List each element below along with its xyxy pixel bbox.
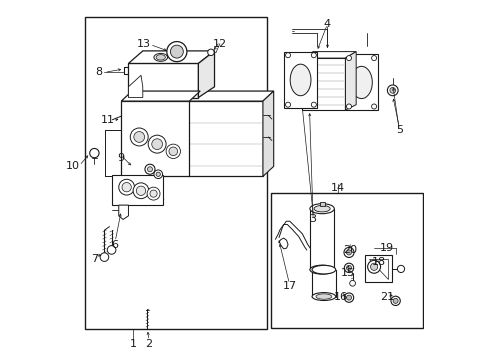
Text: 8: 8: [95, 67, 102, 77]
Polygon shape: [128, 63, 198, 98]
Text: 10: 10: [66, 161, 80, 171]
Circle shape: [122, 183, 131, 192]
Text: 20: 20: [343, 244, 357, 255]
Circle shape: [133, 183, 149, 199]
Polygon shape: [188, 101, 263, 176]
Ellipse shape: [154, 53, 168, 61]
Circle shape: [148, 135, 166, 153]
Circle shape: [166, 144, 180, 158]
Ellipse shape: [156, 55, 166, 60]
Circle shape: [154, 170, 163, 179]
Circle shape: [346, 295, 351, 300]
Ellipse shape: [312, 293, 336, 301]
Circle shape: [391, 296, 400, 306]
Circle shape: [397, 265, 405, 273]
Circle shape: [311, 102, 317, 107]
Text: 9: 9: [118, 153, 125, 163]
Polygon shape: [365, 255, 392, 282]
Text: 18: 18: [371, 257, 386, 267]
Ellipse shape: [314, 206, 330, 212]
Text: 4: 4: [324, 19, 331, 29]
Polygon shape: [285, 51, 317, 108]
Circle shape: [152, 139, 163, 149]
Text: 1: 1: [130, 339, 137, 349]
Circle shape: [371, 55, 377, 60]
Text: 21: 21: [380, 292, 394, 302]
Circle shape: [156, 172, 160, 176]
Text: 17: 17: [282, 281, 296, 291]
Circle shape: [344, 263, 354, 273]
Ellipse shape: [290, 64, 311, 96]
Circle shape: [368, 260, 381, 273]
Text: 6: 6: [112, 240, 119, 250]
Text: 19: 19: [380, 243, 393, 253]
Circle shape: [100, 253, 109, 261]
Text: 14: 14: [331, 183, 345, 193]
Circle shape: [346, 55, 351, 60]
Circle shape: [90, 148, 99, 158]
Circle shape: [350, 280, 355, 286]
Text: 11: 11: [101, 116, 115, 126]
Text: 13: 13: [137, 39, 151, 49]
Circle shape: [145, 164, 155, 174]
Circle shape: [136, 186, 146, 195]
Polygon shape: [122, 101, 190, 176]
Circle shape: [346, 104, 351, 109]
Circle shape: [147, 167, 152, 172]
Circle shape: [119, 179, 135, 195]
Polygon shape: [368, 259, 389, 279]
Circle shape: [208, 49, 214, 55]
Circle shape: [346, 265, 351, 270]
Text: 5: 5: [396, 125, 403, 135]
Circle shape: [130, 128, 148, 146]
Ellipse shape: [310, 265, 334, 274]
Polygon shape: [128, 75, 143, 98]
Polygon shape: [263, 91, 274, 176]
Circle shape: [169, 147, 177, 156]
Circle shape: [134, 132, 145, 142]
Ellipse shape: [312, 265, 336, 274]
Polygon shape: [119, 205, 128, 220]
Circle shape: [371, 104, 377, 109]
Circle shape: [344, 293, 354, 302]
Text: 2: 2: [146, 339, 152, 349]
Circle shape: [167, 41, 187, 62]
Circle shape: [171, 45, 183, 58]
Circle shape: [346, 250, 351, 255]
Text: 3: 3: [310, 215, 317, 224]
Circle shape: [390, 87, 395, 93]
Text: 7: 7: [92, 254, 98, 264]
Circle shape: [388, 85, 398, 96]
Text: 16: 16: [333, 292, 347, 302]
Polygon shape: [128, 51, 215, 63]
Circle shape: [150, 190, 157, 197]
Circle shape: [286, 53, 291, 58]
Circle shape: [286, 102, 291, 107]
Ellipse shape: [316, 294, 332, 299]
Circle shape: [370, 263, 378, 270]
Polygon shape: [345, 54, 378, 110]
Polygon shape: [302, 58, 345, 110]
Circle shape: [344, 247, 354, 257]
Bar: [85, 17, 267, 329]
Polygon shape: [188, 91, 274, 101]
Circle shape: [107, 246, 116, 254]
Text: 12: 12: [213, 39, 227, 49]
Polygon shape: [345, 51, 356, 110]
Circle shape: [147, 187, 160, 200]
Text: 15: 15: [341, 267, 355, 278]
Ellipse shape: [351, 66, 372, 99]
Ellipse shape: [310, 204, 334, 214]
Polygon shape: [302, 51, 356, 58]
Circle shape: [393, 298, 398, 303]
Polygon shape: [112, 175, 163, 205]
Polygon shape: [198, 51, 215, 98]
Bar: [271, 193, 422, 328]
Bar: [319, 202, 324, 206]
Polygon shape: [122, 91, 200, 101]
Circle shape: [311, 53, 317, 58]
